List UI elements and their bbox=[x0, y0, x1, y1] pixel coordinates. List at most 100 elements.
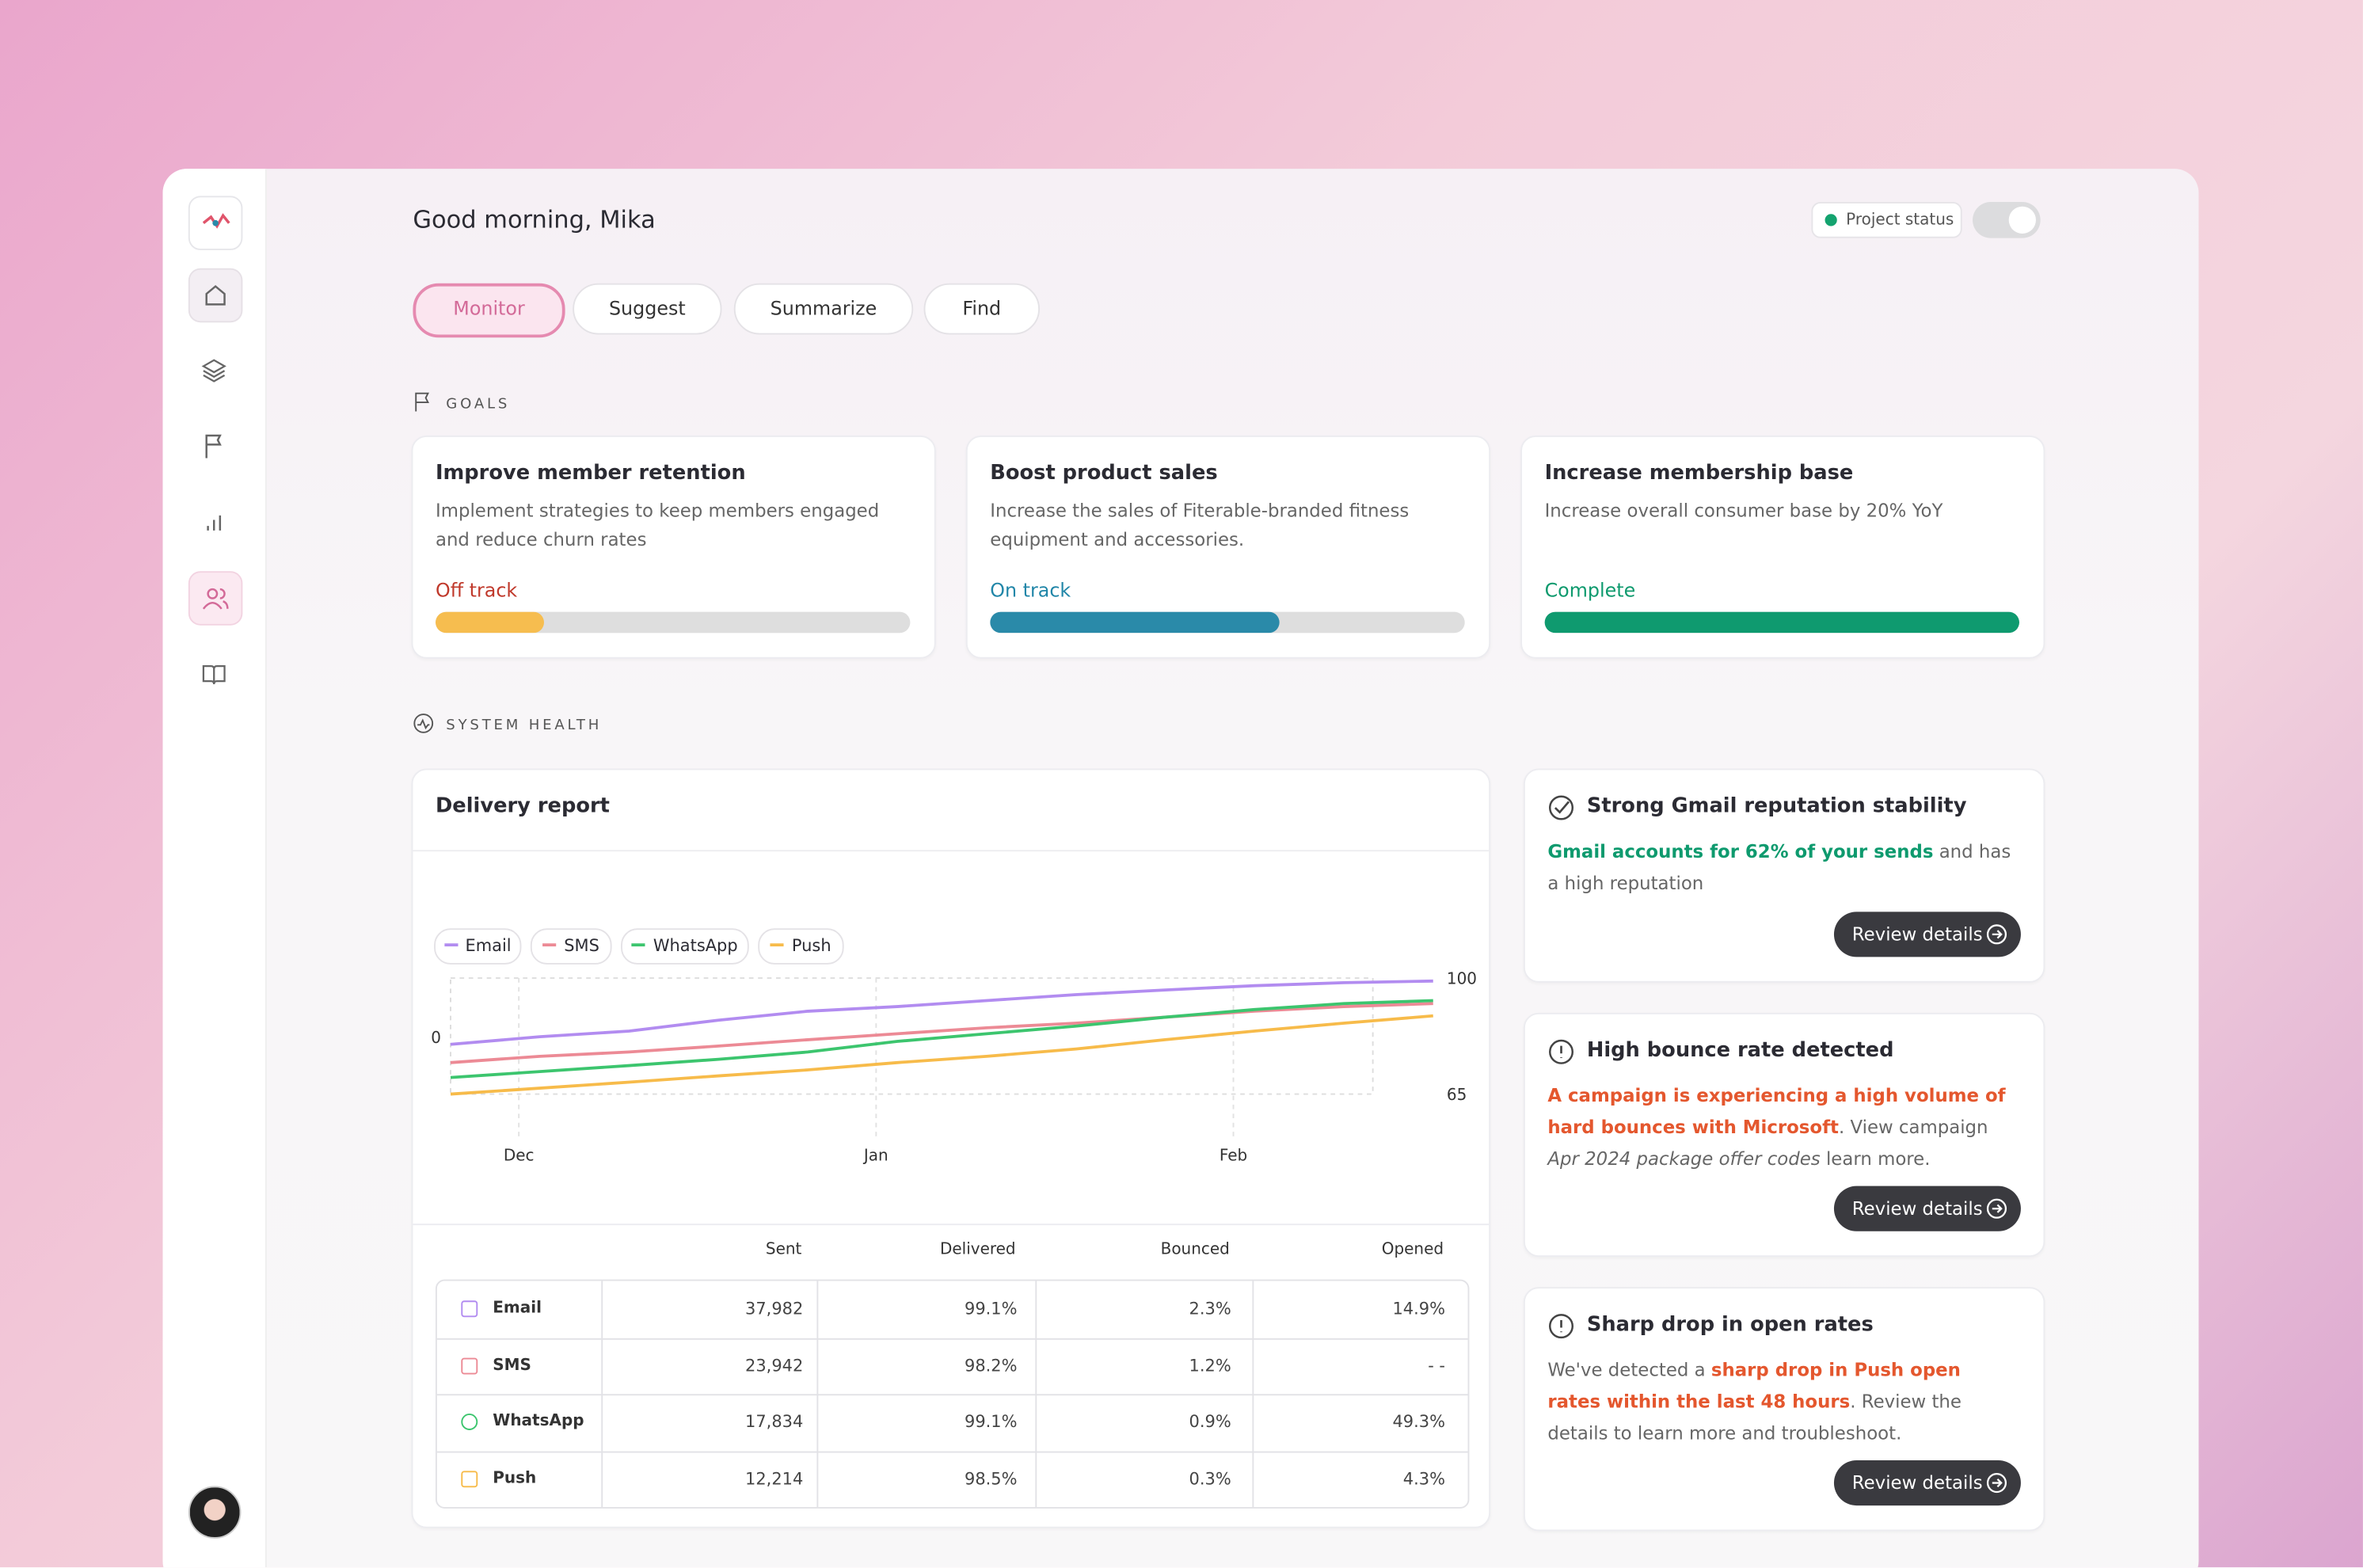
table-cell: Push bbox=[493, 1468, 537, 1487]
icon-ring bbox=[1548, 1039, 1574, 1064]
table-cell: 99.1% bbox=[965, 1412, 1018, 1432]
button-icon bbox=[1986, 1472, 2007, 1494]
insight-card: High bounce rate detected A campaign is e… bbox=[1523, 1012, 2045, 1258]
annotation: 0 bbox=[431, 1028, 441, 1047]
goal-status: On track bbox=[990, 578, 1071, 602]
legend-label: Push bbox=[791, 935, 831, 956]
table-cell: 12,214 bbox=[745, 1468, 804, 1489]
legend-swatch bbox=[771, 943, 785, 947]
table-cell: 14.9% bbox=[1392, 1299, 1445, 1319]
column-header: Opened bbox=[1381, 1240, 1444, 1259]
x-tick-label: Dec bbox=[504, 1145, 535, 1164]
nav-layers[interactable] bbox=[188, 344, 240, 395]
row-icon bbox=[461, 1470, 478, 1487]
nav-docs[interactable] bbox=[188, 648, 240, 699]
goal-title: Increase membership base bbox=[1544, 461, 1854, 485]
report-title: Delivery report bbox=[435, 794, 610, 819]
legend-label: Email bbox=[465, 935, 512, 956]
row-icon bbox=[461, 1357, 478, 1374]
button-label: Review details bbox=[1851, 1197, 1983, 1220]
insight-card: Sharp drop in open rates We've detected a… bbox=[1523, 1287, 2045, 1532]
series-line bbox=[450, 999, 1433, 1079]
legend-item[interactable]: Push bbox=[758, 928, 844, 965]
goals-section: GOALS bbox=[413, 392, 510, 413]
row-icon bbox=[461, 1300, 478, 1318]
icon-arrow bbox=[1992, 1204, 2003, 1213]
nav-people[interactable] bbox=[188, 571, 243, 626]
legend-item[interactable]: WhatsApp bbox=[621, 928, 749, 965]
table-cell: WhatsApp bbox=[493, 1412, 584, 1430]
project-status[interactable]: Project status bbox=[1811, 202, 1962, 238]
review-button[interactable]: Review details bbox=[1833, 911, 2021, 957]
series-line bbox=[450, 1014, 1433, 1096]
table-cell: - - bbox=[1428, 1355, 1445, 1376]
avatar[interactable] bbox=[188, 1486, 242, 1539]
button-icon bbox=[1986, 924, 2007, 945]
app-window: Good morning, Mika Project status GOALS … bbox=[162, 169, 2199, 1568]
theme-toggle[interactable] bbox=[1973, 202, 2041, 238]
text-segment: We've detected a bbox=[1547, 1359, 1711, 1381]
progress-bar bbox=[435, 611, 545, 634]
insight-icon bbox=[1548, 1039, 1574, 1064]
progress-track bbox=[435, 611, 911, 634]
table-cell: SMS bbox=[493, 1355, 531, 1374]
goal-card: Improve member retention Implement strate… bbox=[411, 435, 936, 659]
row-icon bbox=[461, 1414, 478, 1430]
tab[interactable]: Monitor bbox=[413, 283, 565, 338]
table-cell: 0.9% bbox=[1189, 1412, 1231, 1432]
legend-swatch bbox=[542, 943, 557, 947]
text-segment: learn more. bbox=[1820, 1148, 1931, 1170]
health-heading: SYSTEM HEALTH bbox=[446, 717, 603, 734]
tab[interactable]: Suggest bbox=[573, 283, 722, 335]
greeting: Good morning, Mika bbox=[413, 204, 656, 234]
nav-analytics[interactable] bbox=[188, 496, 240, 547]
insight-text: Gmail accounts for 62% of your sends and… bbox=[1547, 836, 2015, 900]
nav-home[interactable] bbox=[188, 268, 243, 323]
legend-item[interactable]: SMS bbox=[530, 928, 612, 965]
row-divider bbox=[436, 1337, 1468, 1339]
logo[interactable] bbox=[188, 196, 243, 250]
divider bbox=[413, 1224, 1490, 1226]
icon-ring bbox=[1548, 795, 1574, 820]
button-label: Review details bbox=[1851, 1472, 1983, 1494]
table-cell: 0.3% bbox=[1189, 1468, 1231, 1489]
column-header: Bounced bbox=[1160, 1240, 1230, 1259]
icon-ring bbox=[1986, 924, 2007, 945]
goal-status: Complete bbox=[1544, 578, 1636, 602]
text-segment: A campaign is experiencing a high volume… bbox=[1547, 1085, 2006, 1138]
table-cell: 2.3% bbox=[1189, 1299, 1231, 1319]
x-tick-label: Feb bbox=[1220, 1145, 1247, 1164]
insight-card: Strong Gmail reputation stability Gmail a… bbox=[1523, 768, 2045, 983]
legend-item[interactable]: Email bbox=[434, 928, 522, 965]
insight-text: We've detected a sharp drop in Push open… bbox=[1547, 1355, 2015, 1450]
tab[interactable]: Find bbox=[923, 283, 1041, 335]
goal-status: Off track bbox=[435, 578, 518, 602]
text-segment: sharp drop in Push open rates within the… bbox=[1547, 1359, 1961, 1413]
text-segment: Gmail accounts for 62% of your sends bbox=[1547, 840, 1934, 862]
insight-icon bbox=[1548, 795, 1574, 820]
row-divider bbox=[436, 1450, 1468, 1452]
table-cell: 17,834 bbox=[745, 1412, 804, 1432]
tab[interactable]: Summarize bbox=[733, 283, 914, 335]
goals-heading: GOALS bbox=[446, 396, 511, 413]
nav-goals[interactable] bbox=[188, 421, 240, 472]
column-header: Delivered bbox=[939, 1240, 1016, 1259]
sidebar bbox=[162, 169, 267, 1568]
button-icon bbox=[1986, 1198, 2007, 1219]
progress-track bbox=[1544, 611, 2020, 634]
goal-card: Boost product sales Increase the sales of… bbox=[965, 435, 1491, 659]
review-button[interactable]: Review details bbox=[1833, 1186, 2021, 1231]
table-cell: 49.3% bbox=[1392, 1412, 1445, 1432]
text-segment: . Review the details to learn more and t… bbox=[1547, 1391, 1962, 1444]
row-divider bbox=[436, 1394, 1468, 1396]
project-status-label: Project status bbox=[1846, 211, 1954, 230]
column-header: Sent bbox=[765, 1240, 802, 1259]
review-button[interactable]: Review details bbox=[1833, 1460, 2021, 1506]
icon-ring bbox=[1548, 1314, 1574, 1339]
insight-title: Sharp drop in open rates bbox=[1586, 1312, 1874, 1337]
legend-label: SMS bbox=[564, 935, 599, 956]
insight-title: High bounce rate detected bbox=[1586, 1038, 1894, 1063]
table-cell: Email bbox=[493, 1299, 542, 1318]
health-section: SYSTEM HEALTH bbox=[413, 713, 602, 734]
